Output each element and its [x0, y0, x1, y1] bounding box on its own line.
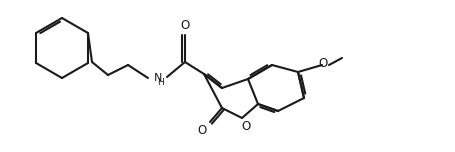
Text: O: O: [197, 123, 206, 136]
Text: O: O: [241, 121, 250, 133]
Text: N: N: [153, 73, 162, 83]
Text: O: O: [180, 19, 189, 33]
Text: H: H: [157, 78, 164, 88]
Text: O: O: [318, 57, 327, 71]
